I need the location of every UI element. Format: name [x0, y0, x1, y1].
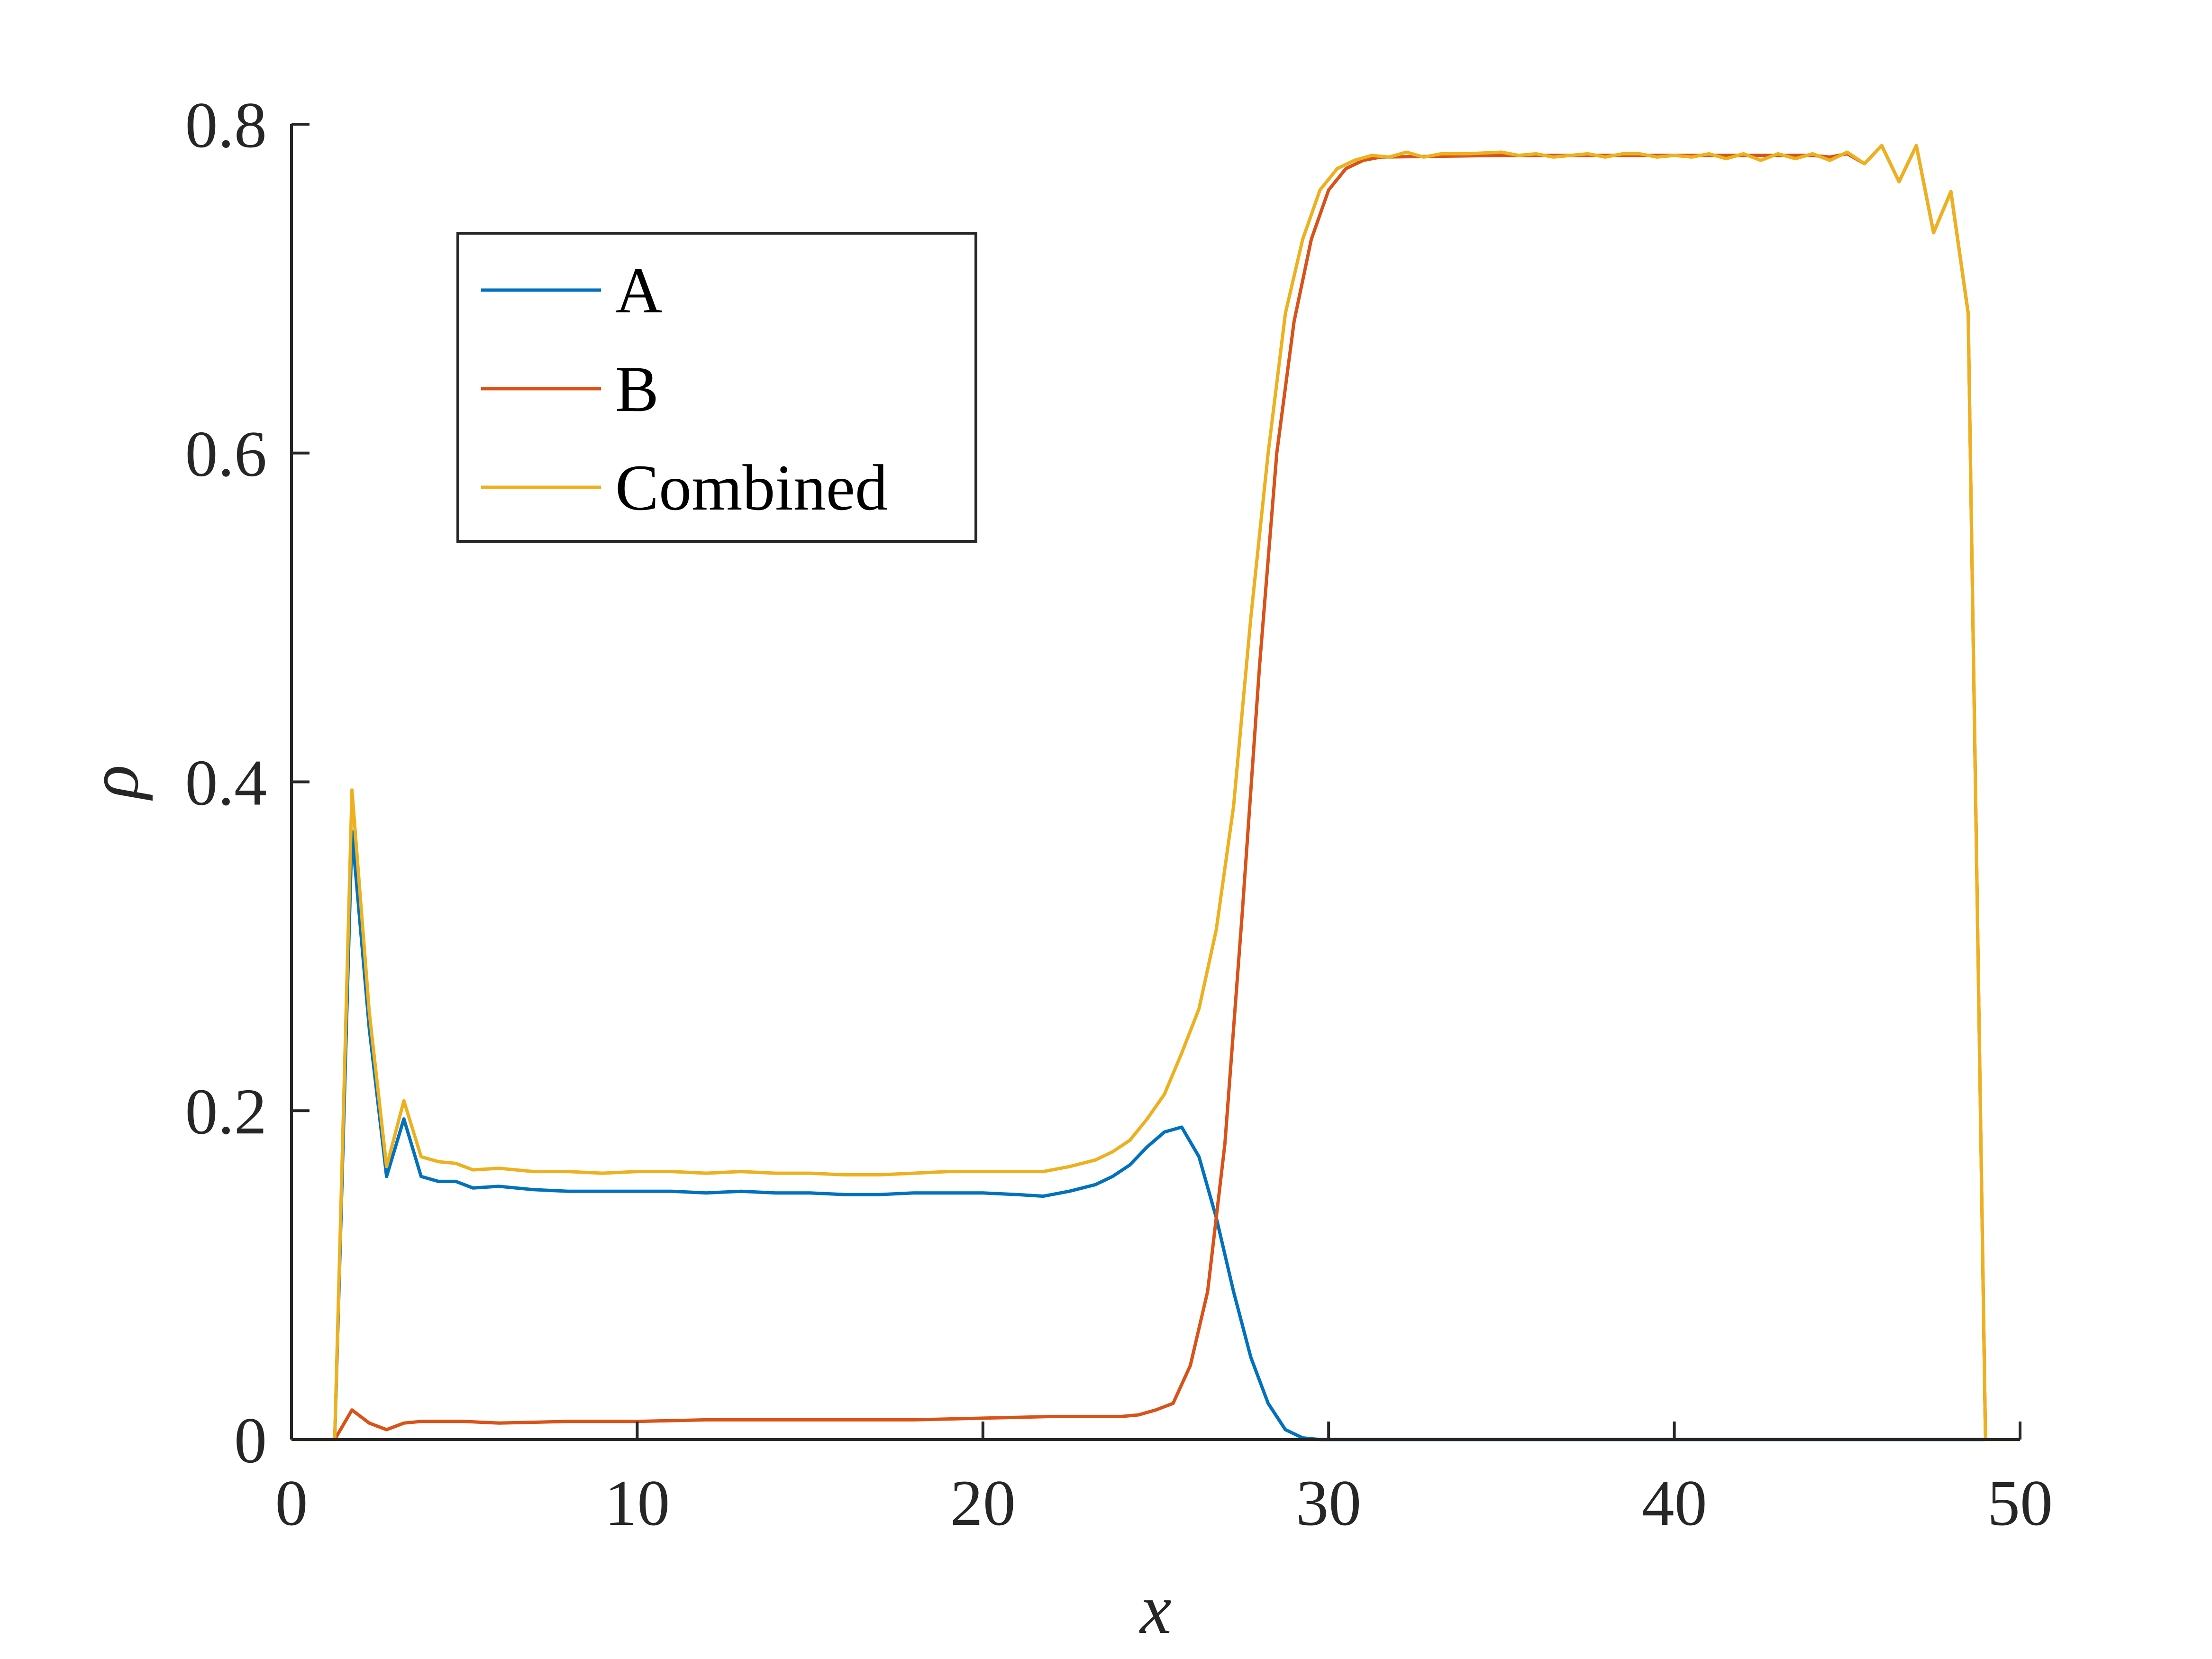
x-axis-label: x — [1139, 1570, 1172, 1649]
y-tick-label: 0.2 — [185, 1075, 267, 1148]
x-tick-label: 50 — [1987, 1467, 2053, 1539]
series-line-combined — [291, 144, 2020, 1441]
y-tick-label: 0.8 — [185, 89, 267, 161]
x-tick-label: 40 — [1642, 1467, 1707, 1539]
x-tick-label: 10 — [604, 1467, 670, 1539]
x-tick-label: 20 — [950, 1467, 1016, 1539]
ticks: 0 10 20 30 40 50 0 0.2 0.4 0.6 0.8 — [185, 89, 2053, 1539]
legend: AB Combined — [456, 232, 977, 543]
x-tick-label: 0 — [275, 1467, 308, 1539]
y-axis-label: ρ — [74, 765, 153, 801]
legend-entry-b: B — [615, 353, 659, 425]
x-tick-label: 30 — [1296, 1467, 1361, 1539]
y-tick-label: 0 — [234, 1404, 267, 1477]
y-tick-label: 0.4 — [185, 747, 267, 819]
plot-lines — [291, 144, 2020, 1441]
legend-entry-a: A — [615, 254, 663, 327]
y-tick-label: 0.6 — [185, 418, 267, 490]
legend-entry-combined: Combined — [615, 451, 888, 524]
